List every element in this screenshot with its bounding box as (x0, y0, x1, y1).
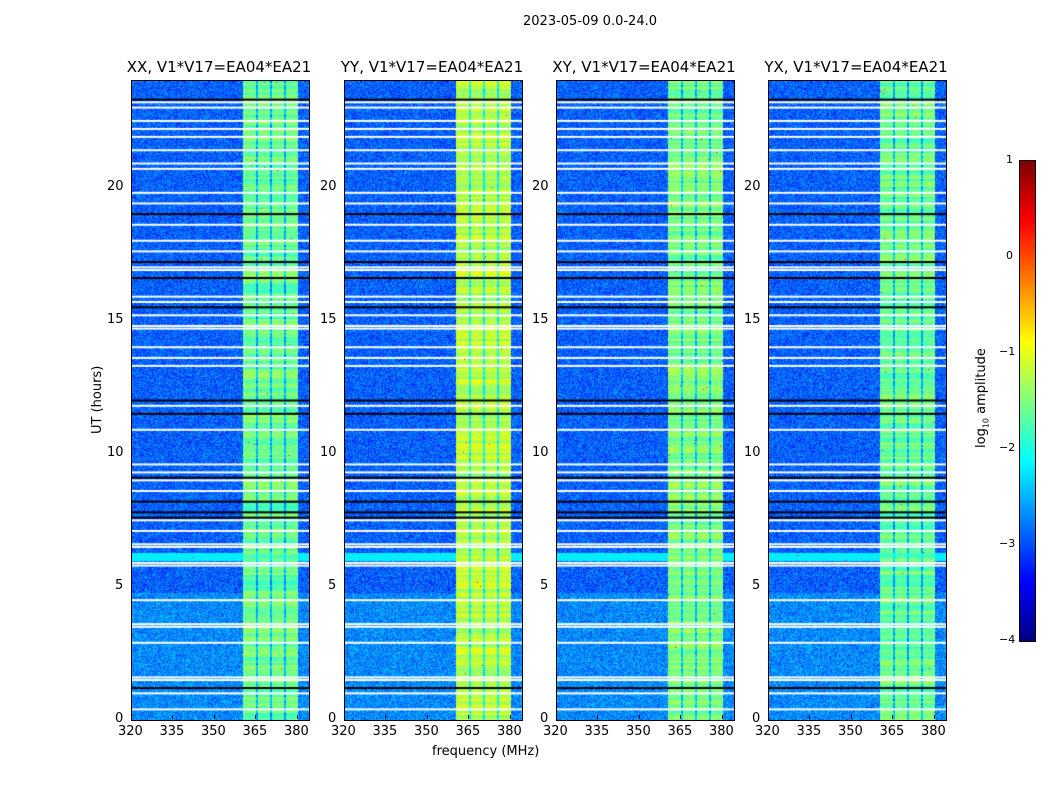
heatmap-cells (557, 81, 734, 720)
heatmap-cells (769, 81, 946, 720)
x-tick-label: 350 (413, 724, 439, 739)
colorbar-tick-label: −3 (999, 537, 1016, 550)
y-tick-label: 0 (115, 711, 124, 726)
x-tick-label: 320 (755, 724, 780, 739)
x-tick-label: 335 (796, 724, 822, 739)
x-tick-mark (556, 715, 557, 719)
figure-title: 2023-05-09 0.0-24.0 (523, 14, 657, 29)
colorbar-tick-label: 0 (1006, 249, 1013, 262)
y-axis-label: UT (hours) (90, 365, 105, 434)
y-tick-label: 20 (744, 178, 761, 194)
x-tick-mark (296, 715, 298, 719)
x-tick-label: 350 (837, 724, 863, 739)
x-tick-mark (933, 715, 935, 719)
x-tick-mark (721, 715, 723, 719)
panel-title: YY, V1*V17=EA04*EA21 (340, 58, 524, 76)
x-tick-mark (509, 715, 511, 719)
x-tick-label: 320 (118, 724, 143, 739)
heatmap-panel (556, 80, 735, 721)
x-tick-label: 380 (496, 724, 522, 739)
heatmap-cells (132, 81, 309, 720)
x-tick-mark (892, 715, 894, 719)
y-tick-label: 20 (107, 178, 124, 194)
y-tick-label: 15 (744, 311, 761, 327)
y-tick-label: 10 (744, 444, 761, 460)
x-tick-mark (385, 715, 387, 719)
x-tick-mark (809, 715, 811, 719)
y-tick-label: 15 (532, 311, 549, 327)
x-tick-mark (468, 715, 470, 719)
x-tick-mark (344, 715, 345, 719)
colorbar-tick-label: −2 (999, 441, 1016, 454)
x-tick-label: 365 (455, 724, 481, 739)
x-tick-label: 365 (667, 724, 693, 739)
colorbar-tick-label: −1 (999, 345, 1016, 358)
x-tick-mark (597, 715, 599, 719)
y-tick-label: 10 (107, 444, 124, 460)
y-tick-label: 10 (320, 444, 337, 460)
x-tick-label: 380 (920, 724, 946, 739)
y-tick-label: 5 (752, 577, 761, 593)
colorbar-label: log10 amplitude (974, 348, 991, 448)
colorbar-label-sub: 10 (981, 417, 991, 429)
x-tick-mark (213, 715, 215, 719)
panel-title: XX, V1*V17=EA04*EA21 (126, 58, 312, 76)
heatmap-panel (131, 80, 310, 721)
colorbar-tick-label: −4 (999, 633, 1016, 646)
y-tick-label: 0 (328, 711, 337, 726)
x-tick-mark (638, 715, 640, 719)
x-tick-label: 380 (283, 724, 309, 739)
x-tick-mark (131, 715, 132, 719)
y-tick-label: 5 (328, 577, 337, 593)
y-tick-label: 10 (532, 444, 549, 460)
heatmap-panel (768, 80, 947, 721)
y-tick-label: 20 (320, 178, 337, 194)
heatmap-cells (345, 81, 522, 720)
x-tick-label: 335 (159, 724, 185, 739)
x-tick-label: 335 (584, 724, 610, 739)
x-tick-mark (850, 715, 852, 719)
colorbar (1019, 160, 1036, 642)
y-tick-label: 0 (540, 711, 549, 726)
y-tick-label: 15 (107, 311, 124, 327)
x-tick-mark (172, 715, 174, 719)
x-tick-mark (680, 715, 682, 719)
x-tick-label: 350 (200, 724, 226, 739)
x-tick-mark (255, 715, 257, 719)
panel-title: YX, V1*V17=EA04*EA21 (764, 58, 948, 76)
y-tick-label: 5 (540, 577, 549, 593)
y-tick-label: 15 (320, 311, 337, 327)
y-tick-label: 0 (752, 711, 761, 726)
x-tick-label: 350 (625, 724, 651, 739)
x-tick-label: 365 (242, 724, 268, 739)
x-tick-label: 365 (879, 724, 905, 739)
x-tick-label: 320 (543, 724, 568, 739)
x-tick-mark (426, 715, 428, 719)
colorbar-label-rest: amplitude (974, 348, 989, 418)
panel-title: XY, V1*V17=EA04*EA21 (552, 58, 736, 76)
x-tick-label: 320 (331, 724, 356, 739)
colorbar-label-log: log (974, 428, 989, 448)
x-tick-label: 335 (372, 724, 398, 739)
heatmap-panel (344, 80, 523, 721)
x-tick-label: 380 (708, 724, 734, 739)
x-axis-label: frequency (MHz) (432, 744, 540, 759)
y-tick-label: 5 (115, 577, 124, 593)
y-tick-label: 20 (532, 178, 549, 194)
colorbar-tick-label: 1 (1006, 153, 1013, 166)
x-tick-mark (768, 715, 769, 719)
